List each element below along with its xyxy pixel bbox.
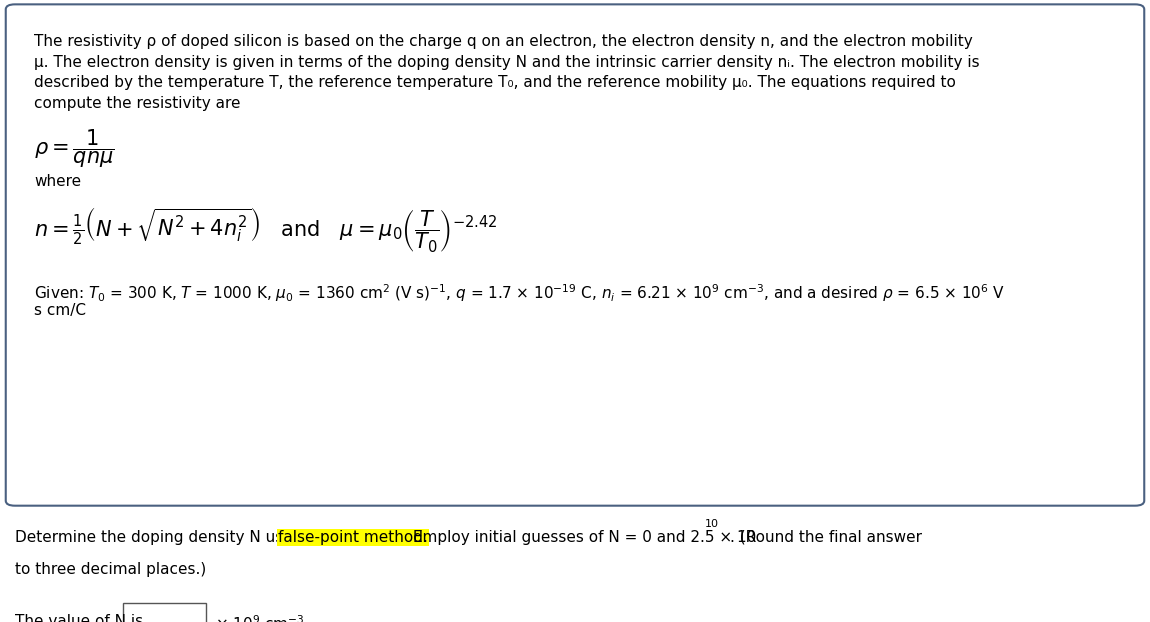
FancyBboxPatch shape [6,4,1144,506]
Text: s cm/C: s cm/C [34,303,86,318]
Text: Employ initial guesses of N = 0 and 2.5 × 10: Employ initial guesses of N = 0 and 2.5 … [408,530,757,545]
Text: $n = \frac{1}{2}\left(N + \sqrt{N^2 + 4n_i^2}\right)$   and   $\mu = \mu_0\left(: $n = \frac{1}{2}\left(N + \sqrt{N^2 + 4n… [34,205,498,255]
Text: compute the resistivity are: compute the resistivity are [34,96,242,111]
Text: described by the temperature T, the reference temperature T₀, and the reference : described by the temperature T, the refe… [34,75,957,90]
Text: where: where [34,174,82,189]
Text: $\times$ 10$^9$ cm$^{-3}$.: $\times$ 10$^9$ cm$^{-3}$. [215,614,309,622]
Text: false-point method.: false-point method. [278,530,428,545]
Text: . (Round the final answer: . (Round the final answer [730,530,922,545]
Text: μ. The electron density is given in terms of the doping density N and the intrin: μ. The electron density is given in term… [34,55,980,70]
Text: Given: $T_0$ = 300 K, $T$ = 1000 K, $\mu_0$ = 1360 cm$^2$ (V s)$^{-1}$, $q$ = 1.: Given: $T_0$ = 300 K, $T$ = 1000 K, $\mu… [34,282,1006,304]
Text: The resistivity ρ of doped silicon is based on the charge q on an electron, the : The resistivity ρ of doped silicon is ba… [34,34,973,49]
Bar [123,603,206,622]
Text: Determine the doping density N using the: Determine the doping density N using the [15,530,342,545]
Text: to three decimal places.): to three decimal places.) [15,562,206,577]
Text: $\rho = \dfrac{1}{qn\mu}$: $\rho = \dfrac{1}{qn\mu}$ [34,128,115,170]
Text: The value of N is: The value of N is [15,614,143,622]
Text: 10: 10 [705,519,719,529]
